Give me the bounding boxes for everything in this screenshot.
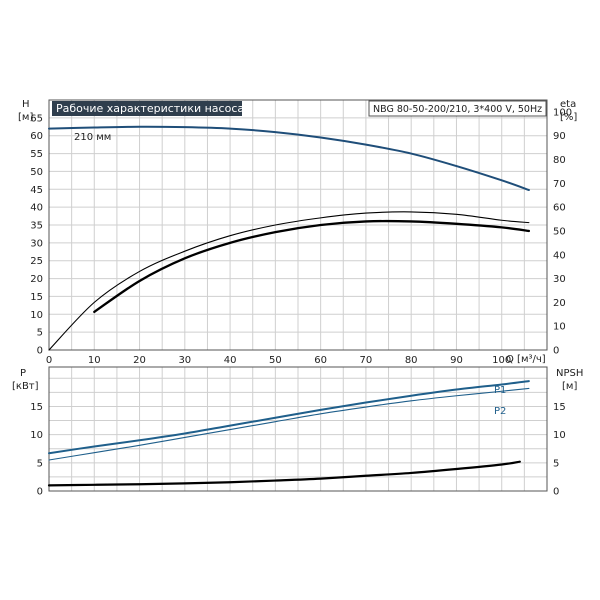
q-tick-label: 10 — [88, 355, 101, 366]
h-tick-label: 65 — [30, 113, 43, 124]
tick-labels: 0510152025303540455055606501020304050607… — [30, 107, 572, 497]
npsh-axis-label: NPSH — [556, 368, 583, 379]
p1-label: P1 — [494, 385, 506, 396]
h-tick-label: 0 — [37, 346, 43, 357]
q-axis-label: Q [м³/ч] — [506, 354, 546, 365]
h-tick-label: 20 — [30, 274, 43, 285]
head-curve — [48, 125, 530, 191]
chart-title: Рабочие характеристики насоса — [56, 102, 244, 115]
p-tick-label: 5 — [37, 458, 43, 469]
npsh-tick-label: 0 — [553, 487, 559, 498]
p-tick-label: 0 — [37, 487, 43, 498]
h-tick-label: 40 — [30, 203, 43, 214]
p1-curve — [48, 380, 530, 455]
eta-tick-label: 10 — [553, 322, 566, 333]
h-tick-label: 25 — [30, 256, 43, 267]
eta-tick-label: 20 — [553, 298, 566, 309]
npsh-unit-label: [м] — [562, 381, 577, 392]
eta-tick-label: 40 — [553, 250, 566, 261]
q-tick-label: 40 — [224, 355, 237, 366]
eta-axis-label: eta — [560, 99, 576, 110]
h-unit-label: [м] — [18, 112, 33, 123]
eta-tick-label: 60 — [553, 203, 566, 214]
eta-tick-label: 70 — [553, 179, 566, 190]
q-tick-label: 0 — [46, 355, 52, 366]
eta-unit-label: [%] — [560, 112, 577, 123]
grid-bottom — [49, 367, 547, 491]
eta-tick-label: 0 — [553, 346, 559, 357]
eta-tick-label: 30 — [553, 274, 566, 285]
curves — [47, 125, 531, 487]
q-tick-label: 50 — [269, 355, 282, 366]
p-tick-label: 15 — [30, 402, 43, 413]
eta-tick-label: 50 — [553, 226, 566, 237]
pump-info: NBG 80-50-200/210, 3*400 V, 50Hz — [373, 104, 542, 115]
npsh-tick-label: 5 — [553, 458, 559, 469]
eta-tick-label: 100 — [553, 107, 572, 118]
p-tick-label: 10 — [30, 430, 43, 441]
h-tick-label: 15 — [30, 292, 43, 303]
q-tick-label: 60 — [314, 355, 327, 366]
q-tick-label: 30 — [178, 355, 191, 366]
grid-top — [49, 100, 547, 350]
chart-title-box — [52, 101, 242, 116]
q-tick-label: 80 — [405, 355, 418, 366]
h-axis-label: H — [22, 99, 30, 110]
p-unit-label: [кВт] — [12, 381, 39, 392]
top-plot-frame — [48, 99, 548, 351]
eta-tick-label: 80 — [553, 155, 566, 166]
p2-label: P2 — [494, 406, 506, 417]
h-tick-label: 30 — [30, 238, 43, 249]
npsh-tick-label: 15 — [553, 402, 566, 413]
h-tick-label: 45 — [30, 185, 43, 196]
p2-curve — [48, 387, 530, 461]
h-tick-label: 5 — [37, 328, 43, 339]
h-tick-label: 55 — [30, 149, 43, 160]
npsh-tick-label: 10 — [553, 430, 566, 441]
h-tick-label: 60 — [30, 131, 43, 142]
h-tick-label: 50 — [30, 167, 43, 178]
eta-curve-thick — [93, 219, 531, 314]
eta-curve-thin — [48, 211, 530, 351]
h-tick-label: 10 — [30, 310, 43, 321]
q-tick-label: 90 — [450, 355, 463, 366]
pump-info-box — [368, 100, 547, 117]
h-tick-label: 35 — [30, 221, 43, 232]
npsh-curve — [47, 460, 521, 487]
q-tick-label: 20 — [133, 355, 146, 366]
q-tick-label: 70 — [360, 355, 373, 366]
eta-tick-label: 90 — [553, 131, 566, 142]
impeller-label: 210 мм — [74, 132, 111, 143]
q-tick-label: 100 — [492, 355, 511, 366]
p-axis-label: P — [20, 368, 26, 379]
bottom-plot-frame — [48, 366, 548, 492]
